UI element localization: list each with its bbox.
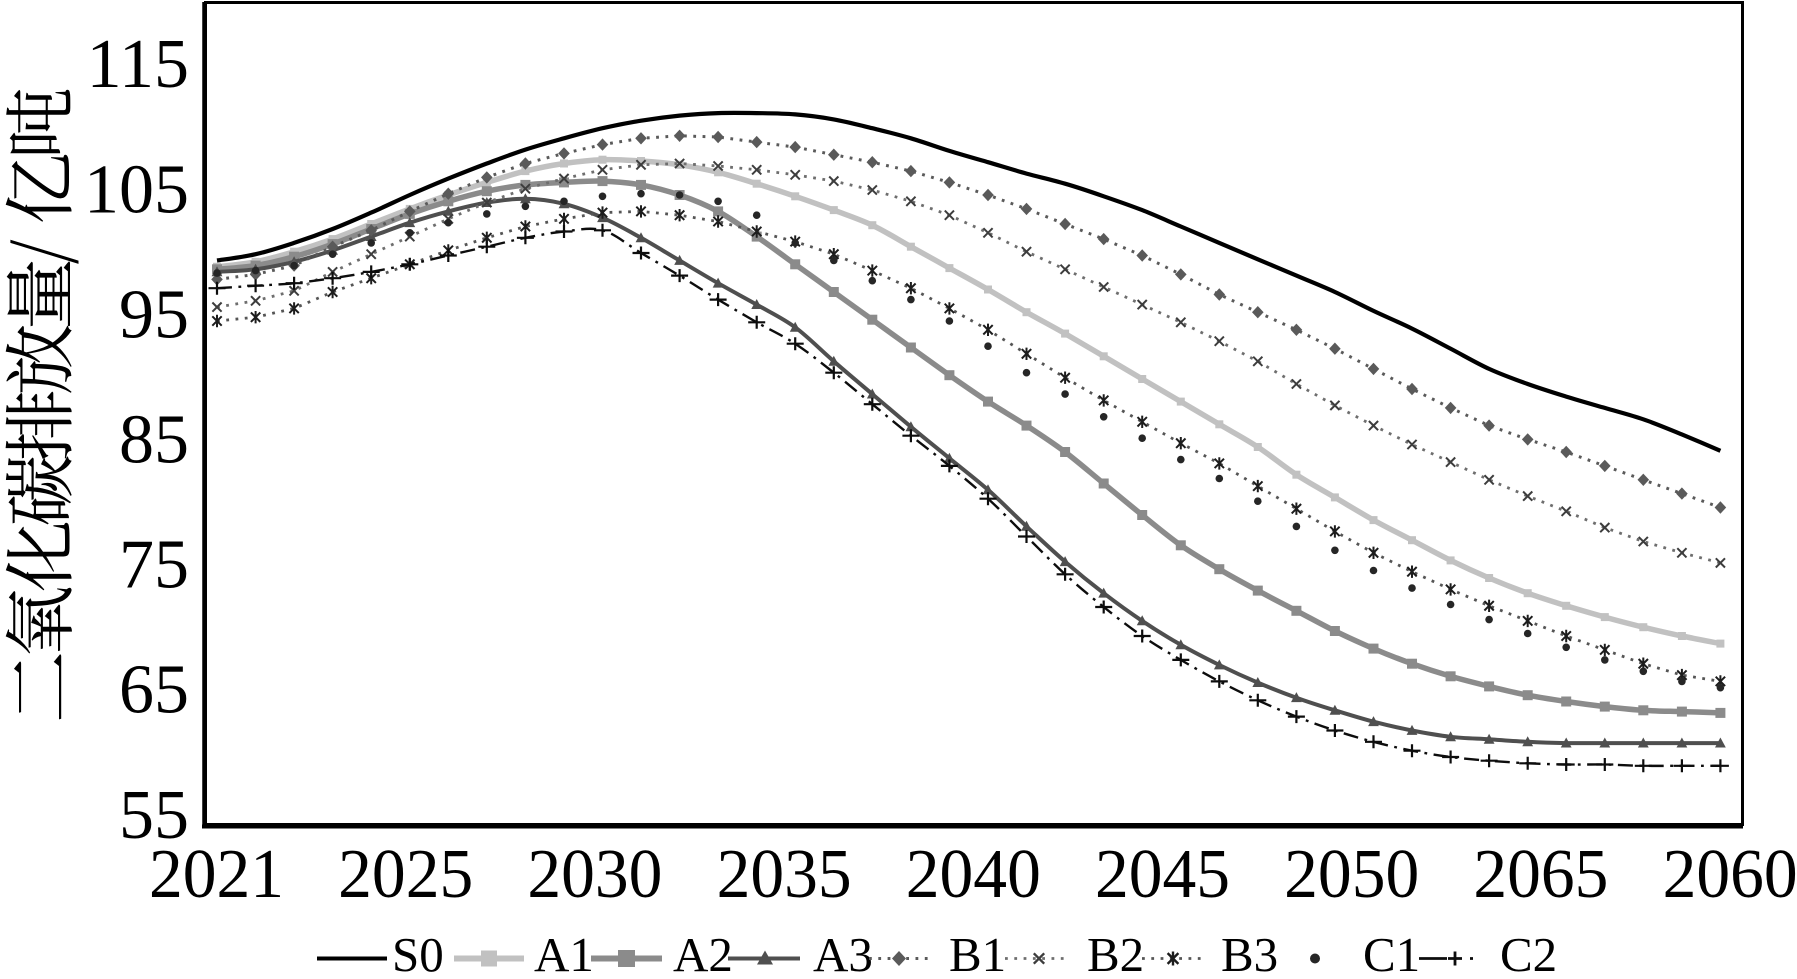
svg-text:B3: B3 — [1221, 927, 1278, 974]
svg-text:C1: C1 — [1363, 927, 1420, 974]
svg-text:85: 85 — [119, 402, 189, 479]
svg-text:105: 105 — [84, 151, 189, 228]
svg-text:B2: B2 — [1087, 927, 1144, 974]
svg-text:2040: 2040 — [906, 835, 1041, 912]
svg-text:2021: 2021 — [149, 835, 284, 912]
svg-text:55: 55 — [119, 777, 189, 854]
svg-text:B1: B1 — [949, 927, 1006, 974]
svg-text:2060: 2060 — [1663, 835, 1797, 912]
svg-text:A3: A3 — [813, 927, 873, 974]
svg-text:95: 95 — [119, 276, 189, 353]
svg-text:A2: A2 — [673, 927, 733, 974]
svg-text:2065: 2065 — [1473, 835, 1608, 912]
svg-text:65: 65 — [119, 652, 189, 729]
svg-text:2045: 2045 — [1095, 835, 1230, 912]
svg-text:S0: S0 — [392, 927, 444, 974]
svg-text:2035: 2035 — [717, 835, 852, 912]
svg-text:2025: 2025 — [338, 835, 473, 912]
svg-text:2050: 2050 — [1284, 835, 1419, 912]
svg-text:75: 75 — [119, 527, 189, 604]
svg-text:2030: 2030 — [527, 835, 662, 912]
svg-text:A1: A1 — [534, 927, 594, 974]
svg-text:C2: C2 — [1500, 927, 1557, 974]
svg-text:115: 115 — [87, 26, 189, 103]
